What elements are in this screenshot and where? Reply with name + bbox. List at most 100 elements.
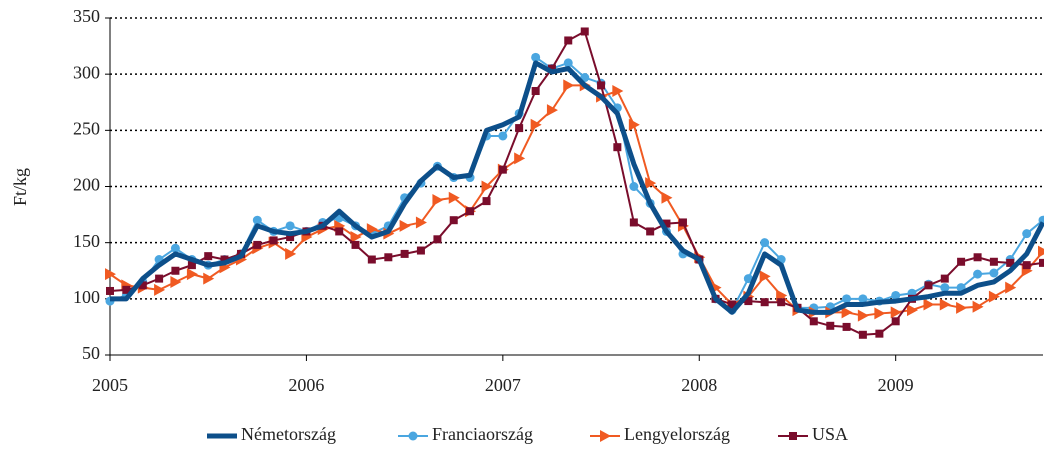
y-tick-label: 350 bbox=[73, 6, 100, 26]
y-tick-label: 250 bbox=[73, 118, 100, 138]
data-point bbox=[351, 240, 360, 249]
data-point bbox=[1022, 261, 1031, 270]
data-point bbox=[1038, 245, 1044, 258]
data-point bbox=[481, 180, 493, 193]
data-point bbox=[563, 79, 575, 92]
data-point bbox=[220, 255, 229, 264]
data-point bbox=[367, 255, 376, 264]
data-point bbox=[547, 64, 556, 73]
data-point bbox=[138, 281, 147, 290]
data-point bbox=[972, 300, 984, 313]
legend-marker bbox=[408, 431, 418, 441]
data-point bbox=[530, 118, 542, 131]
data-point bbox=[580, 27, 589, 36]
x-tick-label: 2009 bbox=[878, 375, 914, 395]
data-point bbox=[842, 322, 851, 331]
data-point bbox=[760, 298, 769, 307]
x-tick-label: 2007 bbox=[485, 375, 521, 395]
data-point bbox=[646, 227, 655, 236]
data-point bbox=[1006, 258, 1015, 267]
data-point bbox=[187, 261, 196, 270]
data-point bbox=[973, 269, 983, 279]
data-point bbox=[841, 306, 853, 319]
data-point bbox=[252, 215, 262, 225]
data-point bbox=[432, 193, 444, 206]
data-point bbox=[678, 218, 687, 227]
data-point bbox=[400, 249, 409, 258]
data-point bbox=[203, 272, 215, 285]
data-point bbox=[514, 152, 526, 165]
data-point bbox=[988, 290, 1000, 303]
data-point bbox=[416, 246, 425, 255]
data-point bbox=[105, 268, 116, 281]
data-point bbox=[662, 219, 671, 228]
data-point bbox=[531, 87, 540, 96]
data-point bbox=[890, 306, 902, 319]
x-tick-label: 2005 bbox=[92, 375, 128, 395]
data-point bbox=[186, 268, 198, 281]
data-point bbox=[498, 131, 508, 141]
data-point bbox=[285, 247, 297, 260]
legend-marker bbox=[600, 430, 611, 442]
series-line bbox=[110, 60, 1044, 315]
data-point bbox=[286, 233, 295, 242]
data-point bbox=[531, 52, 541, 62]
data-point bbox=[842, 294, 852, 304]
data-point bbox=[449, 216, 458, 225]
x-tick-label: 2008 bbox=[681, 375, 717, 395]
data-point bbox=[809, 317, 818, 326]
data-point bbox=[940, 283, 950, 293]
y-tick-label: 50 bbox=[82, 343, 100, 363]
data-point bbox=[384, 253, 393, 262]
data-point bbox=[563, 58, 573, 68]
data-point bbox=[269, 236, 278, 245]
data-point bbox=[366, 223, 378, 236]
legend-label: Németország bbox=[241, 424, 336, 444]
data-point bbox=[171, 266, 180, 275]
data-point bbox=[956, 301, 968, 314]
data-point bbox=[170, 243, 180, 253]
data-point bbox=[875, 329, 884, 338]
data-point bbox=[1005, 281, 1017, 294]
legend-label: USA bbox=[812, 424, 848, 444]
data-point bbox=[170, 275, 182, 288]
legend-marker bbox=[789, 432, 797, 440]
data-point bbox=[645, 177, 657, 190]
data-point bbox=[399, 219, 411, 232]
data-point bbox=[498, 165, 507, 174]
data-point bbox=[628, 118, 640, 131]
data-point bbox=[154, 283, 166, 296]
data-point bbox=[973, 253, 982, 262]
data-point bbox=[1039, 258, 1044, 267]
series-line bbox=[109, 30, 1044, 336]
data-point bbox=[891, 317, 900, 326]
data-point bbox=[350, 231, 362, 244]
data-point bbox=[629, 218, 638, 227]
y-axis-label: Ft/kg bbox=[10, 168, 30, 206]
data-point bbox=[564, 36, 573, 45]
data-point bbox=[597, 81, 606, 90]
data-point bbox=[906, 304, 918, 317]
data-point bbox=[874, 307, 886, 320]
data-point bbox=[891, 290, 901, 300]
data-point bbox=[858, 294, 868, 304]
data-point bbox=[940, 274, 949, 283]
data-point bbox=[448, 191, 460, 204]
y-tick-label: 100 bbox=[73, 287, 100, 307]
data-point bbox=[728, 300, 737, 309]
data-point bbox=[760, 238, 770, 248]
data-point bbox=[482, 197, 491, 206]
data-point bbox=[826, 321, 835, 330]
series-line bbox=[109, 56, 1044, 312]
data-point bbox=[957, 257, 966, 266]
data-point bbox=[759, 270, 771, 283]
data-point bbox=[1022, 229, 1032, 239]
data-point bbox=[989, 268, 999, 278]
data-point bbox=[924, 281, 933, 290]
legend-label: Lengyelország bbox=[624, 424, 730, 444]
data-point bbox=[106, 286, 114, 295]
data-point bbox=[613, 143, 622, 152]
data-point bbox=[122, 285, 131, 294]
data-point bbox=[989, 257, 998, 266]
